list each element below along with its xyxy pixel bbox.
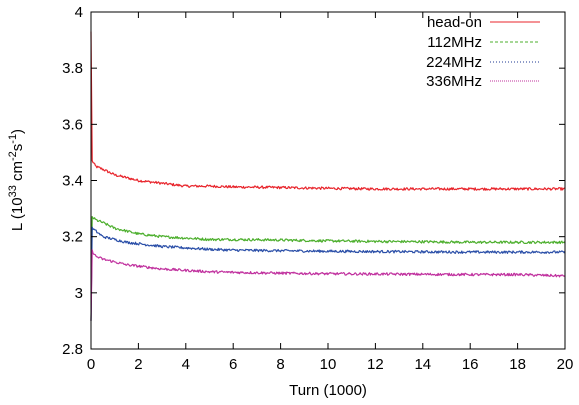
y-tick-label: 3.4	[62, 173, 83, 190]
y-tick-label: 3	[75, 285, 83, 302]
x-tick-label: 20	[557, 356, 574, 373]
x-axis-title: Turn (1000)	[289, 382, 367, 399]
x-tick-label: 10	[320, 356, 337, 373]
legend-label-336mhz: 336MHz	[426, 73, 482, 90]
tick-layer: 0 2 4 6 8 10 12 14 16 18 20 2.8 3 3.2 3.4 3.6 3.8 4	[62, 4, 573, 373]
legend-label-112mhz: 112MHz	[427, 34, 482, 51]
y-tick-label: 4	[75, 4, 83, 21]
series-line-3	[90, 226, 566, 321]
legend: head-on 112MHz 224MHz 336MHz	[426, 14, 540, 90]
y-tick-label: 3.8	[62, 60, 83, 77]
y-tick-label: 3.2	[62, 229, 83, 246]
y-axis-title: L (1033 cm-2s-1)	[7, 129, 26, 231]
y-tick-label: 2.8	[62, 341, 83, 358]
x-tick-label: 6	[229, 356, 237, 373]
series-layer	[90, 31, 566, 321]
x-tick-label: 14	[414, 356, 431, 373]
series-line-2	[90, 216, 566, 321]
x-tick-label: 0	[87, 356, 95, 373]
plot-frame	[90, 11, 566, 350]
x-tick-label: 18	[509, 356, 526, 373]
legend-label-224mhz: 224MHz	[426, 54, 482, 71]
y-tick-label: 3.6	[62, 116, 83, 133]
x-tick-label: 4	[182, 356, 190, 373]
series-line-1	[90, 31, 566, 191]
x-tick-label: 16	[462, 356, 479, 373]
x-tick-label: 2	[134, 356, 142, 373]
x-tick-label: 12	[367, 356, 384, 373]
legend-label-head-on: head-on	[427, 14, 482, 31]
series-line-4	[90, 249, 566, 321]
x-tick-label: 8	[276, 356, 284, 373]
